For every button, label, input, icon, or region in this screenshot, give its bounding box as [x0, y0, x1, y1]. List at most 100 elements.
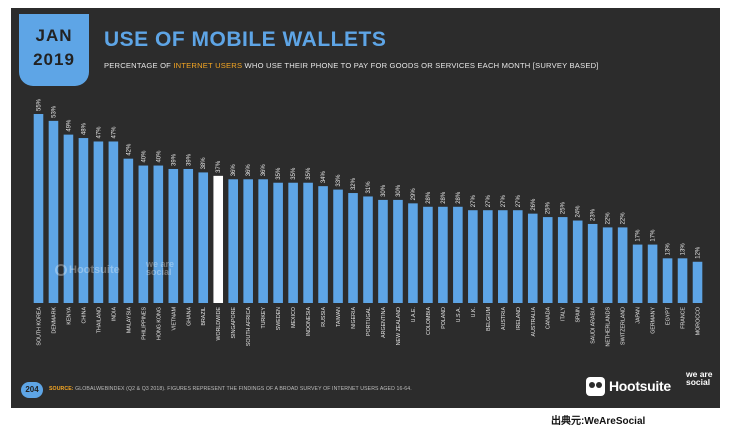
bar-germany — [647, 244, 658, 303]
category-label: SOUTH KOREA — [36, 307, 42, 346]
bar-singapore — [228, 179, 238, 303]
value-label: 25% — [561, 201, 567, 214]
bar-italy — [557, 217, 568, 303]
category-label: DENMARK — [51, 307, 57, 334]
category-label: EGYPT — [666, 306, 672, 325]
value-label: 26% — [531, 198, 537, 211]
bar-mexico — [288, 182, 298, 303]
value-label: 27% — [486, 195, 492, 208]
category-label: ITALY — [561, 307, 567, 321]
value-label: 12% — [696, 246, 702, 259]
value-label: 23% — [591, 208, 597, 221]
bar-switzerland — [617, 227, 628, 303]
value-label: 28% — [456, 191, 462, 204]
chart-subtitle: PERCENTAGE OF INTERNET USERS WHO USE THE… — [104, 61, 599, 70]
category-label: SWEDEN — [276, 307, 282, 330]
value-label: 40% — [156, 150, 162, 163]
bar-poland — [438, 206, 448, 303]
value-label: 38% — [201, 157, 207, 170]
category-label: SINGAPORE — [231, 307, 237, 339]
bar-india — [108, 141, 119, 303]
bar-argentina — [378, 199, 388, 303]
category-label: NEW ZEALAND — [396, 307, 402, 345]
date-month: JAN — [35, 26, 73, 45]
bar-vietnam — [168, 168, 179, 303]
category-label: CHINA — [81, 307, 87, 324]
category-label: INDIA — [111, 307, 117, 322]
category-label: U.S.A. — [456, 307, 462, 322]
category-label: NETHERLANDS — [606, 307, 612, 347]
bar-thailand — [93, 141, 104, 303]
value-label: 37% — [216, 160, 222, 173]
category-label: ARGENTINA — [381, 307, 387, 338]
value-label: 35% — [276, 167, 282, 180]
chart-title: USE OF MOBILE WALLETS — [104, 28, 387, 51]
category-label: AUSTRIA — [501, 307, 507, 330]
bar-kenya — [63, 134, 74, 303]
bar-philippines — [138, 165, 149, 303]
category-label: PORTUGAL — [366, 307, 372, 336]
value-label: 42% — [126, 143, 132, 156]
bar-chart: 55% SOUTH KOREA 53% DENMARK 49% KENYA 48% CHINA… — [33, 98, 703, 347]
category-label: RUSSIA — [321, 307, 327, 327]
value-label: 30% — [396, 184, 402, 197]
we-are-social-logo: we are social — [686, 369, 713, 387]
bar-taiwan — [333, 189, 343, 303]
bar-canada — [542, 217, 553, 303]
subtitle-suffix: WHO USE THEIR PHONE TO PAY FOR GOODS OR … — [242, 61, 599, 70]
value-label: 35% — [306, 167, 312, 180]
source-note: SOURCE: GLOBALWEBINDEX (Q2 & Q3 2018). F… — [49, 386, 412, 392]
bar-nigeria — [348, 193, 358, 303]
value-label: 17% — [636, 229, 642, 242]
category-label: SWITZERLAND — [621, 307, 627, 345]
bar-portugal — [363, 196, 373, 303]
category-label: HONG KONG — [156, 307, 162, 340]
bar-spain — [572, 220, 583, 303]
value-label: 49% — [66, 119, 72, 132]
bar-south-africa — [243, 179, 253, 303]
bar-brazil — [198, 172, 209, 303]
category-label: WORLDWIDE — [216, 307, 222, 341]
image-caption: 出典元:WeAreSocial — [551, 416, 646, 427]
value-label: 36% — [231, 164, 237, 177]
bar-morocco — [692, 261, 703, 303]
value-label: 32% — [351, 177, 357, 190]
category-label: FRANCE — [681, 307, 687, 329]
bar-colombia — [423, 206, 433, 303]
category-label: U.K. — [471, 307, 477, 317]
value-label: 35% — [291, 167, 297, 180]
slide: JAN 2019 USE OF MOBILE WALLETS PERCENTAG… — [11, 8, 720, 408]
category-label: AUSTRALIA — [531, 307, 537, 337]
value-label: 13% — [666, 243, 672, 256]
value-label: 25% — [546, 201, 552, 214]
value-label: 30% — [381, 184, 387, 197]
value-label: 13% — [681, 243, 687, 256]
bar-sweden — [273, 182, 283, 303]
date-year: 2019 — [33, 50, 75, 69]
subtitle-prefix: PERCENTAGE OF — [104, 61, 174, 70]
bar-south-korea — [33, 114, 44, 303]
bar-saudi-arabia — [587, 223, 598, 303]
category-label: INDONESIA — [306, 307, 312, 337]
category-label: TAIWAN — [336, 307, 342, 327]
category-label: VIETNAM — [171, 307, 177, 331]
category-label: KENYA — [66, 307, 72, 325]
bar-belgium — [483, 210, 493, 303]
category-label: CANADA — [546, 307, 552, 330]
category-label: SPAIN — [576, 307, 582, 323]
category-label: BELGIUM — [486, 307, 492, 331]
bar-ghana — [183, 168, 194, 303]
category-label: SOUTH AFRICA — [246, 307, 252, 347]
value-label: 39% — [186, 153, 192, 166]
category-label: TURKEY — [261, 307, 267, 329]
category-label: BRAZIL — [201, 307, 207, 326]
watermark-owl-icon — [55, 264, 67, 276]
bar-u-k- — [468, 210, 478, 303]
source-text: GLOBALWEBINDEX (Q2 & Q3 2018). FIGURES R… — [73, 386, 412, 392]
category-label: THAILAND — [96, 307, 102, 333]
value-label: 28% — [441, 191, 447, 204]
bar-malaysia — [123, 158, 134, 303]
value-label: 33% — [336, 174, 342, 187]
value-label: 24% — [576, 205, 582, 218]
value-label: 48% — [81, 122, 87, 135]
